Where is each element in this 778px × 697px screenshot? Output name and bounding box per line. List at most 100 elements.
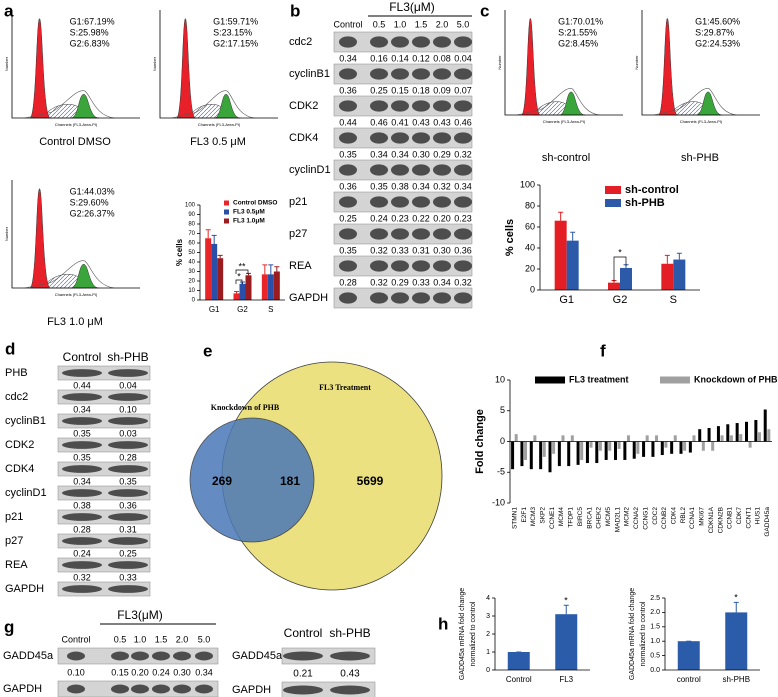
bar xyxy=(745,421,749,442)
bar xyxy=(763,409,767,442)
y-tick-label: 50 xyxy=(188,250,195,256)
bar xyxy=(542,441,546,457)
bar xyxy=(767,429,771,442)
legend-label: sh-PHB xyxy=(625,197,665,209)
density-value: 0.35 xyxy=(73,428,91,438)
axis-label: Number xyxy=(4,226,9,241)
band xyxy=(412,100,430,112)
density-value: 0.36 xyxy=(119,500,137,510)
density-value: 0.31 xyxy=(119,524,137,534)
density-value: 0.21 xyxy=(293,669,313,680)
protein-label: GADD45a xyxy=(3,650,54,662)
error-bar xyxy=(274,266,280,272)
x-tick-label: CDKN1A xyxy=(708,506,715,533)
density-value: 0.36 xyxy=(454,245,472,255)
band xyxy=(454,36,472,48)
band xyxy=(62,585,102,593)
axes xyxy=(504,10,623,116)
density-value: 0.34 xyxy=(73,404,91,414)
density-value: 0.30 xyxy=(433,245,451,255)
density-value: 0.32 xyxy=(433,181,451,191)
panel-letter: g xyxy=(4,617,14,636)
bar xyxy=(595,441,599,464)
bar xyxy=(645,435,649,442)
cycle-stat: G2:8.45% xyxy=(558,38,598,48)
bar xyxy=(245,275,252,300)
y-tick-label: 20 xyxy=(188,279,195,285)
axes xyxy=(641,10,760,116)
fit-outline xyxy=(171,90,255,119)
density-value: 0.25 xyxy=(370,85,388,95)
band xyxy=(108,417,148,425)
bar xyxy=(664,441,668,448)
band xyxy=(391,100,409,112)
protein-label: CDK2 xyxy=(289,100,318,112)
axis-label: Channels (FL3-Area-PI) xyxy=(55,122,98,127)
bar xyxy=(642,441,646,457)
x-tick-label: Control xyxy=(506,675,532,684)
significance: * xyxy=(618,247,622,257)
band xyxy=(339,68,357,80)
band xyxy=(108,585,148,593)
set-label: FL3 Treatment xyxy=(319,383,371,392)
axes xyxy=(11,10,140,119)
y-axis-label: normalized to control xyxy=(470,601,477,666)
band xyxy=(391,164,409,176)
legend-swatch xyxy=(535,376,565,384)
band xyxy=(330,685,370,695)
venn-phb xyxy=(189,417,315,543)
legend-label: Control DMSO xyxy=(233,200,277,207)
error-bar xyxy=(563,604,569,615)
bar xyxy=(552,441,556,454)
bar xyxy=(707,427,711,442)
legend-swatch xyxy=(224,200,229,206)
x-tick-label: CDKN2B xyxy=(717,507,724,533)
y-tick-label: 10 xyxy=(495,374,505,384)
bar xyxy=(267,274,274,300)
x-tick-label: STMN1 xyxy=(511,507,518,529)
lane-label: 1.5 xyxy=(415,19,428,29)
protein-label: GAPDH xyxy=(232,684,271,696)
protein-label: GAPDH xyxy=(5,583,44,595)
band xyxy=(62,513,102,521)
band xyxy=(433,100,451,112)
band xyxy=(195,684,213,694)
density-value: 0.35 xyxy=(119,476,137,486)
bar xyxy=(239,283,246,300)
lane-label: Control xyxy=(284,626,323,640)
band xyxy=(412,228,430,240)
bar xyxy=(729,435,733,442)
x-tick-label: MCM5 xyxy=(605,507,612,527)
density-value: 0.38 xyxy=(73,500,91,510)
y-tick-label: 80 xyxy=(188,222,195,228)
bar xyxy=(626,435,630,442)
panel-letter: b xyxy=(290,1,300,20)
density-value: 0.33 xyxy=(412,277,430,287)
lane-label: sh-PHB xyxy=(329,626,370,640)
density-value: 0.32 xyxy=(454,277,472,287)
bar xyxy=(567,441,571,467)
band xyxy=(370,164,388,176)
density-value: 0.34 xyxy=(370,149,388,159)
lane-label: 2.0 xyxy=(176,634,189,644)
band xyxy=(339,260,357,272)
cycle-stat: S:25.98% xyxy=(70,27,109,37)
x-tick-label: CCNB1 xyxy=(727,507,734,529)
g1-peak xyxy=(521,18,541,116)
bar xyxy=(748,441,752,448)
band xyxy=(108,537,148,545)
band xyxy=(391,132,409,144)
density-value: 0.30 xyxy=(412,149,430,159)
error-bar xyxy=(234,290,239,294)
caption: sh-PHB xyxy=(681,152,719,164)
density-value: 0.20 xyxy=(131,667,149,677)
density-value: 0.23 xyxy=(391,213,409,223)
x-tick-label: control xyxy=(677,675,701,684)
density-value: 0.43 xyxy=(412,117,430,127)
lane-label: 5.0 xyxy=(457,19,470,29)
lane-label: 2.0 xyxy=(436,19,449,29)
density-value: 0.07 xyxy=(454,85,472,95)
y-tick-label: -5 xyxy=(497,467,505,477)
density-value: 0.24 xyxy=(73,548,91,558)
legend-swatch xyxy=(605,186,621,194)
